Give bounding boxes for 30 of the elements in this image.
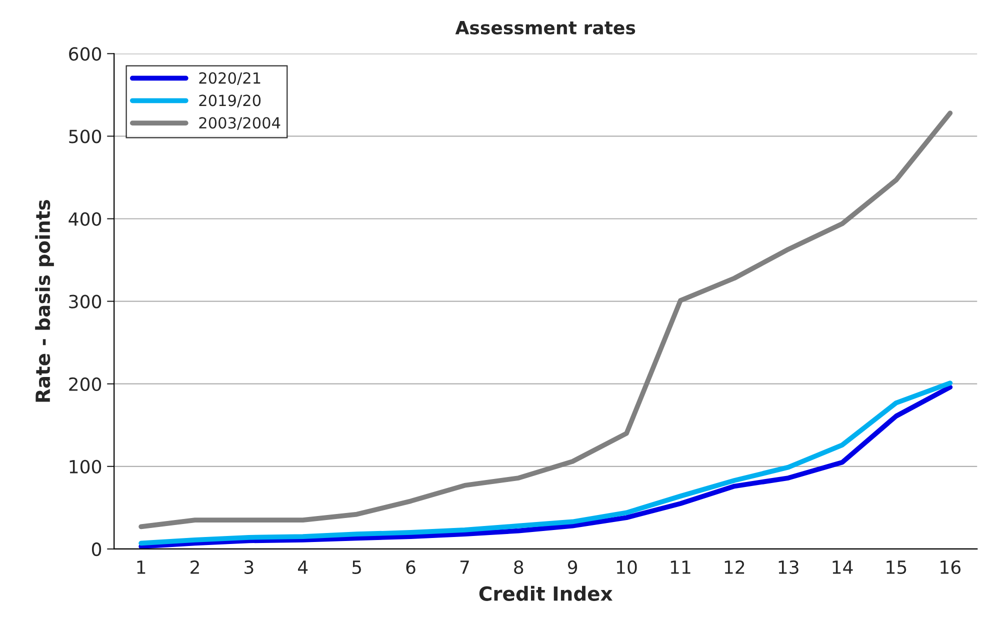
x-tick-label: 14 [832,560,853,574]
x-tick-label: 12 [724,560,744,574]
legend-label: 2019/20 [199,94,261,108]
x-tick-label: 16 [940,560,960,574]
x-tick-label: 11 [670,560,690,574]
y-tick-label: 500 [69,130,102,144]
y-tick-label: 200 [69,377,102,391]
legend-label: 2003/2004 [199,117,280,130]
line-series [138,110,953,530]
x-tick-label: 3 [244,560,254,574]
legend-label: 2020/21 [199,72,260,85]
x-tick-label: 13 [778,560,798,574]
y-tick-label: 600 [69,47,102,61]
x-tick-label: 15 [886,560,906,574]
y-tick-label: 0 [92,542,102,556]
x-tick-label: 2 [190,560,199,574]
x-tick-label: 1 [137,560,146,574]
x-tick-label: 4 [298,560,308,574]
x-tick-label: 9 [568,560,578,574]
y-axis-title: Rate - basis points [35,200,54,402]
x-tick-label: 10 [617,560,637,574]
x-tick-label: 5 [352,560,361,574]
y-tick-label: 100 [70,460,102,474]
x-tick-label: 8 [514,560,524,574]
x-tick-label: 7 [460,560,469,574]
chart-title: Assessment rates [455,21,636,34]
y-tick-label: 400 [68,212,102,226]
y-tick-label: 300 [69,294,102,308]
x-tick-label: 6 [406,560,416,574]
x-axis-title: Credit Index [479,586,613,601]
